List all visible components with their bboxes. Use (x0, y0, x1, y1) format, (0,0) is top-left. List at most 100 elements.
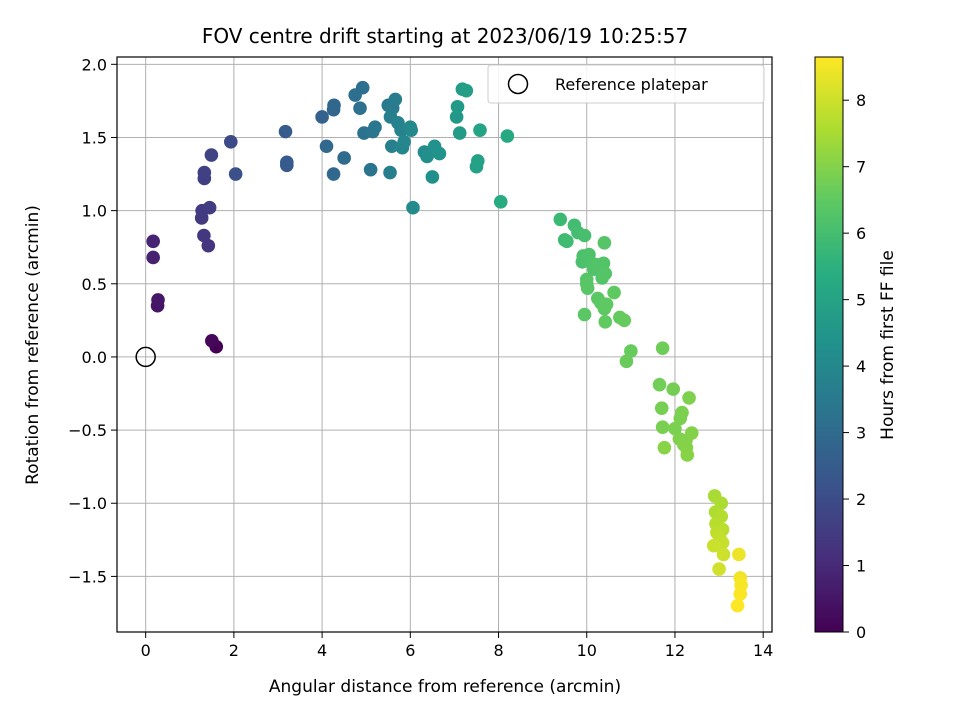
data-point (732, 547, 746, 562)
legend-marker-icon (507, 73, 529, 95)
colorbar-tick-label: 0 (856, 623, 866, 642)
y-tick-label: 1.0 (82, 202, 107, 221)
data-point (652, 377, 667, 392)
data-point (657, 440, 672, 455)
colorbar-tick-label: 3 (856, 424, 866, 443)
data-point (228, 167, 243, 181)
data-point (319, 139, 334, 154)
data-point (680, 448, 695, 462)
data-point (598, 315, 613, 329)
reference-platepar-point (135, 346, 156, 368)
grid-lines (117, 57, 772, 632)
x-tick-label: 10 (577, 641, 597, 660)
data-point (473, 123, 487, 137)
data-point (432, 146, 447, 161)
x-tick-label: 8 (493, 641, 503, 660)
x-axis-label: Angular distance from reference (arcmin) (269, 677, 621, 697)
y-tick-label: 0.5 (82, 275, 107, 294)
legend-entry-reference-platepar: Reference platepar (555, 75, 708, 94)
data-point (337, 151, 351, 165)
data-point (598, 266, 613, 281)
data-point (706, 538, 721, 553)
x-tick-label: 14 (753, 641, 773, 660)
colorbar-gradient (814, 56, 844, 633)
data-point (151, 293, 165, 307)
data-point (326, 167, 341, 181)
data-point (596, 256, 611, 271)
data-point (716, 547, 731, 562)
data-point (730, 598, 745, 613)
data-point (368, 120, 382, 135)
data-point (204, 148, 219, 162)
data-point (363, 162, 378, 177)
data-point (666, 382, 680, 396)
data-point (577, 228, 592, 243)
data-point (146, 250, 160, 265)
y-tick-label: 1.5 (82, 128, 107, 147)
data-point (619, 354, 634, 369)
data-point (388, 92, 403, 107)
data-point (733, 587, 748, 601)
data-point (675, 405, 689, 420)
data-point (384, 139, 399, 154)
data-point (450, 99, 465, 114)
data-point (580, 281, 595, 295)
data-point (560, 234, 574, 249)
data-point (712, 562, 726, 576)
data-point (327, 98, 341, 113)
colorbar-tick-label: 8 (856, 91, 866, 110)
data-point (146, 234, 160, 249)
data-point (577, 307, 592, 322)
data-point (197, 165, 212, 180)
data-point (655, 420, 670, 434)
data-point (624, 344, 638, 358)
legend: Reference platepar (487, 64, 765, 104)
data-point (205, 334, 219, 348)
colorbar-tick-label: 5 (856, 291, 866, 310)
x-axis-ticks: 0 2 4 6 8 10 12 14 (141, 632, 773, 660)
data-point (459, 83, 474, 98)
data-point (553, 212, 568, 227)
data-point (404, 123, 418, 137)
colorbar-tick-label: 4 (856, 357, 866, 376)
x-tick-label: 2 (229, 641, 239, 660)
data-point (280, 155, 294, 170)
data-point (452, 126, 467, 140)
colorbar-tick-label: 7 (856, 158, 866, 177)
data-point (406, 200, 420, 215)
data-point (355, 80, 370, 95)
data-point (654, 401, 669, 415)
x-tick-label: 4 (317, 641, 327, 660)
data-point (599, 297, 614, 312)
data-point (201, 238, 216, 253)
y-tick-label: −0.5 (68, 421, 107, 440)
data-point (597, 236, 612, 250)
x-tick-label: 0 (141, 641, 151, 660)
y-axis-ticks: −1.5 −1.0 −0.5 0.0 0.5 1.0 1.5 2.0 (68, 55, 117, 586)
data-point (668, 421, 682, 436)
data-points (146, 80, 748, 613)
x-tick-label: 12 (665, 641, 685, 660)
colorbar-tick-label: 2 (856, 490, 866, 509)
data-point (420, 149, 434, 164)
data-point (500, 129, 515, 143)
colorbar-tick-label: 1 (856, 557, 866, 576)
reference-marker (135, 346, 156, 368)
data-point (493, 195, 508, 209)
data-point (471, 154, 485, 168)
colorbar-label: Hours from first FF file (878, 250, 898, 440)
x-tick-label: 6 (405, 641, 415, 660)
data-point (353, 101, 367, 116)
data-point (278, 124, 293, 139)
data-point (315, 110, 329, 124)
plot-frame (116, 56, 773, 633)
data-point (383, 165, 397, 180)
data-point (197, 228, 211, 243)
data-point (425, 170, 440, 184)
data-point (397, 135, 411, 149)
data-point (607, 285, 621, 300)
y-tick-label: 0.0 (82, 348, 107, 367)
y-tick-label: −1.5 (68, 567, 107, 586)
data-point (223, 135, 238, 149)
